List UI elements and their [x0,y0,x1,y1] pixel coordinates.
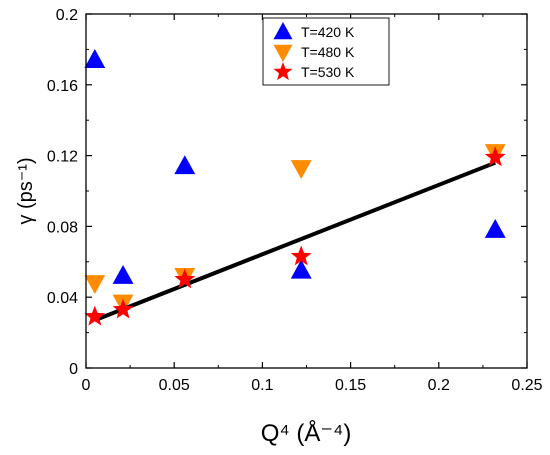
data-point [84,49,106,68]
legend-label: T=420 K [301,24,355,40]
y-tick-label: 0.2 [56,7,78,24]
x-tick-label: 0.15 [335,377,366,394]
fit-line [94,160,496,323]
x-tick-label: 0.2 [428,377,450,394]
y-tick-label: 0.08 [47,219,78,236]
series-t-530-k [84,146,506,326]
x-axis-title: Q⁴ (Å⁻⁴) [261,419,352,447]
legend-label: T=530 K [301,64,355,80]
series-t-420-k [84,49,506,284]
y-tick-label: 0 [69,361,78,378]
x-tick-label: 0 [82,377,91,394]
legend-marker [273,62,293,81]
x-tick-label: 0.05 [159,377,190,394]
y-tick-label: 0.12 [47,149,78,166]
data-point [290,245,312,266]
y-tick-label: 0.16 [47,78,78,95]
series-t-480-k [84,144,506,314]
data-point [174,155,196,175]
data-point [484,218,506,238]
plot-area [84,49,506,326]
y-tick-label: 0.04 [47,290,78,307]
x-tick-label: 0.25 [511,377,542,394]
data-point [112,298,134,319]
legend-marker [273,44,293,62]
data-point [84,275,106,295]
legend-marker [273,22,293,40]
data-point [290,259,312,279]
legend-label: T=480 K [301,44,355,60]
data-point [484,146,506,167]
data-point [174,268,196,289]
data-point [290,160,312,179]
y-axis-title: γ (ps⁻¹) [15,157,37,224]
plot-frame [85,13,528,369]
x-tick-label: 0.1 [251,377,273,394]
y-axis-ticks: 0 0.04 0.08 0.12 0.16 0.2 [47,7,527,378]
data-point [112,264,134,284]
data-point [84,305,106,326]
legend: T=420 K T=480 K T=530 K [262,17,390,86]
